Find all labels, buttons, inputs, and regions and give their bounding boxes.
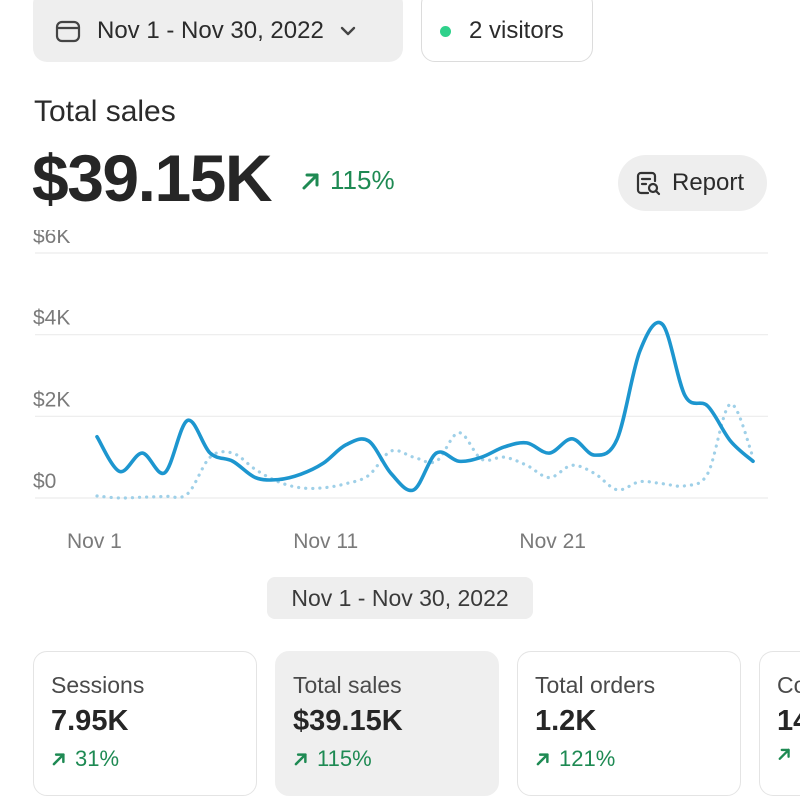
metric-value: 14 [777,705,800,737]
y-tick-label: $6K [33,230,70,248]
metric-label: Sessions [51,672,145,698]
total-sales-label: Total sales [34,95,176,128]
metric-label: Total sales [293,672,402,698]
trend-up-icon [778,748,790,760]
chart-range-label: Nov 1 - Nov 30, 2022 [267,577,533,619]
y-tick-label: $4K [33,307,70,330]
report-button-label: Report [672,169,745,196]
y-axis-ticks: $0 $2K $4K $6K [33,230,70,493]
date-range-selector[interactable]: Nov 1 - Nov 30, 2022 [33,0,403,62]
live-status-dot [440,25,451,37]
trend-up-icon [52,753,65,766]
total-sales-change: 115% [300,165,395,196]
x-tick-label: Nov 21 [519,530,586,553]
chart-grid [35,252,768,499]
chart-series [95,320,755,500]
y-tick-label: $2K [33,388,70,411]
x-tick-label: Nov 11 [293,530,358,553]
report-search-icon [634,169,662,197]
trend-up-icon [302,173,319,189]
chevron-down-icon [338,21,358,41]
calendar-icon [55,18,81,44]
metric-value: $39.15K [293,705,403,737]
y-tick-label: $0 [33,470,56,493]
x-axis-ticks: Nov 1 Nov 11 Nov 21 [67,530,586,553]
trend-up-icon [294,753,307,766]
series-line-previous [95,402,755,500]
total-sales-value: $39.15K [32,141,273,215]
total-sales-change-value: 115% [330,165,395,195]
metric-change: 115% [293,746,498,772]
live-visitors-chip[interactable]: 2 visitors [421,0,593,62]
x-tick-label: Nov 1 [67,530,122,553]
metric-change-value: 121% [559,746,616,771]
metric-change: 121% [535,746,740,772]
metric-change-value: 31% [75,746,120,771]
sales-line-chart: $0 $2K $4K $6K Nov 1 Nov 11 Nov 21 [33,230,768,553]
metric-card-total-orders[interactable]: Total orders 1.2K 121% [517,651,741,796]
metric-card-sessions[interactable]: Sessions 7.95K 31% [33,651,257,796]
metric-value: 1.2K [535,705,597,737]
report-button[interactable]: Report [618,155,767,211]
date-range-label: Nov 1 - Nov 30, 2022 [97,17,324,44]
visitors-label: 2 visitors [469,17,564,44]
metric-change: 31% [51,746,256,772]
metric-card-partial[interactable]: Co 14 [759,651,800,796]
metric-change [777,746,800,762]
metric-label: Co [777,672,800,698]
metric-change-value: 115% [317,746,372,771]
metric-card-total-sales[interactable]: Total sales $39.15K 115% [275,651,499,796]
metric-label: Total orders [535,672,656,698]
metric-value: 7.95K [51,705,129,737]
trend-up-icon [536,753,549,766]
series-line-current [95,320,755,493]
